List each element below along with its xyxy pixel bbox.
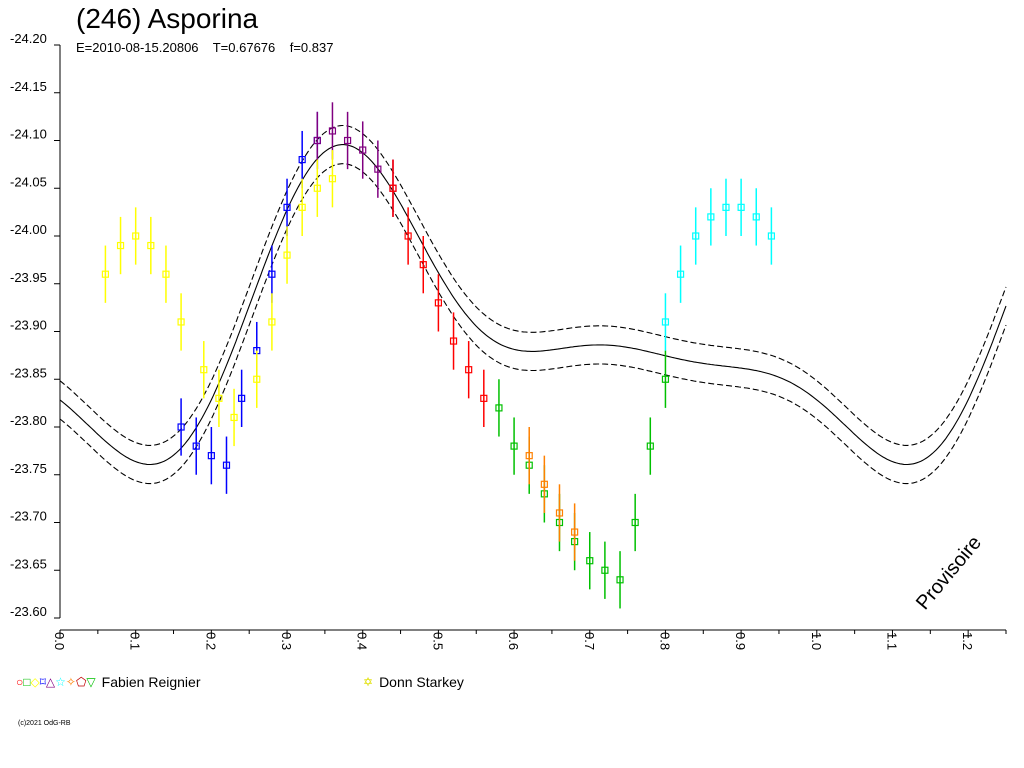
- data-point: [147, 241, 155, 250]
- data-point: [419, 261, 427, 269]
- data-point: [707, 213, 715, 221]
- data-point: [631, 518, 639, 527]
- y-tick-label: -24.20: [10, 31, 47, 46]
- y-tick-label: -23.60: [10, 604, 47, 619]
- data-point: [215, 394, 223, 402]
- data-point: [434, 299, 442, 307]
- data-point: [101, 270, 110, 278]
- data-point: [268, 270, 276, 278]
- data-point: [601, 566, 609, 574]
- data-point: [230, 413, 238, 422]
- y-tick-label: -23.70: [10, 509, 47, 524]
- x-tick-label: 0.2: [203, 632, 218, 650]
- data-point: [374, 165, 382, 173]
- data-point: [737, 203, 745, 211]
- y-tick-label: -23.80: [10, 413, 47, 428]
- y-tick-label: -24.10: [10, 127, 47, 142]
- data-point: [480, 394, 488, 402]
- data-point: [525, 452, 533, 460]
- y-tick-label: -23.75: [10, 461, 47, 476]
- data-point: [192, 442, 200, 450]
- data-point: [298, 156, 306, 164]
- data-point: [465, 366, 473, 374]
- data-point: [692, 232, 700, 240]
- data-point: [116, 241, 125, 250]
- data-point: [200, 366, 208, 374]
- legend: ○□◇⌑△☆✧⬠▽ Fabien Reignier ✡ Donn Starkey: [0, 674, 1024, 694]
- y-tick-label: -23.65: [10, 556, 47, 571]
- copyright: (c)2021 OdG-RB: [18, 720, 71, 727]
- data-point: [661, 318, 670, 326]
- model-curve: [59, 144, 1007, 466]
- y-tick-label: -24.00: [10, 222, 47, 237]
- legend-label-fabien: Fabien Reignier: [101, 674, 201, 690]
- y-tick-label: -23.85: [10, 365, 47, 380]
- data-point: [555, 509, 564, 517]
- data-point: [616, 576, 624, 584]
- data-point: [404, 232, 412, 240]
- data-point: [359, 146, 367, 154]
- data-point: [586, 557, 594, 565]
- data-point: [283, 203, 291, 211]
- data-point: [510, 442, 518, 450]
- data-point: [132, 232, 140, 240]
- data-point: [328, 127, 337, 135]
- data-point: [752, 213, 760, 221]
- lightcurve-chart: -24.20 -24.15 -24.10 -24.05 -24.00 -23.95 -23.…: [10, 31, 1007, 650]
- legend-item-donn: ✡ Donn Starkey: [363, 674, 464, 690]
- model-curves: [59, 124, 1007, 485]
- axes: -24.20 -24.15 -24.10 -24.05 -24.00 -23.95 -23.…: [10, 31, 1007, 650]
- data-point: [328, 175, 337, 183]
- data-point: [722, 203, 730, 211]
- x-tick-label: 0.7: [582, 632, 597, 650]
- data-points: [101, 102, 775, 609]
- legend-label-donn: Donn Starkey: [379, 674, 464, 690]
- model-envelope-lower: [59, 163, 1007, 485]
- data-point: [283, 251, 291, 259]
- y-tick-label: -23.90: [10, 318, 47, 333]
- data-point: [162, 270, 170, 278]
- x-tick-label: 0.4: [355, 632, 370, 650]
- data-point: [676, 270, 685, 278]
- x-tick-label: 0.1: [128, 632, 143, 650]
- legend-symbol-donn: ✡: [363, 675, 374, 689]
- legend-item-fabien: ○□◇⌑△☆✧⬠▽ Fabien Reignier: [16, 674, 200, 690]
- y-tick-label: -24.05: [10, 174, 47, 189]
- data-point: [253, 375, 261, 383]
- x-tick-label: 1.2: [960, 632, 975, 650]
- data-point: [495, 404, 503, 412]
- data-point: [449, 337, 458, 345]
- x-tick-label: 1.0: [809, 632, 824, 650]
- x-tick-label: 0.5: [430, 632, 445, 650]
- data-point: [238, 394, 246, 402]
- y-tick-label: -23.95: [10, 270, 47, 285]
- x-tick-label: 1.1: [884, 632, 899, 650]
- legend-symbols-fabien: ○□◇⌑△☆✧⬠▽: [16, 675, 96, 689]
- data-point: [389, 184, 397, 192]
- data-point: [661, 375, 670, 383]
- data-point: [177, 318, 185, 326]
- model-envelope-upper: [59, 124, 1007, 446]
- data-point: [646, 442, 654, 450]
- data-point: [177, 423, 185, 431]
- chart-title: (246) Asporina: [76, 3, 259, 34]
- data-point: [313, 184, 321, 192]
- data-point: [207, 452, 215, 460]
- data-point: [268, 318, 276, 326]
- x-tick-label: 0.0: [52, 632, 67, 650]
- data-point: [571, 528, 579, 536]
- x-tick-label: 0.8: [657, 632, 672, 650]
- y-tick-label: -24.15: [10, 79, 47, 94]
- data-point: [298, 203, 306, 211]
- data-point: [313, 136, 321, 145]
- data-point: [343, 136, 352, 145]
- x-tick-label: 0.9: [733, 632, 748, 650]
- x-tick-label: 0.6: [506, 632, 521, 650]
- data-point: [222, 461, 231, 469]
- data-point: [767, 232, 775, 240]
- chart-subtitle: E=2010-08-15.20806 T=0.67676 f=0.837: [76, 40, 334, 55]
- x-tick-label: 0.3: [279, 632, 294, 650]
- data-point: [540, 480, 548, 488]
